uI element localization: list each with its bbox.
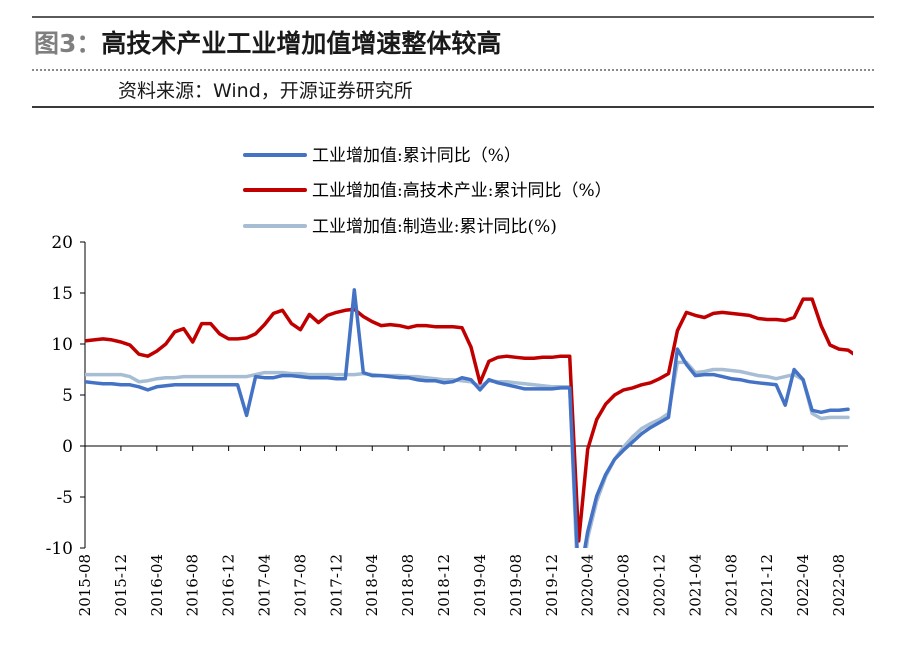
series-line-high-tech <box>85 297 853 543</box>
x-tick-label: 2021-08 <box>722 554 740 616</box>
x-tick-label: 2021-04 <box>686 554 704 616</box>
y-tick-label: -5 <box>56 488 73 508</box>
x-tick-label: 2017-08 <box>291 554 309 616</box>
figure-title-text: 高技术产业工业增加值增速整体较高 <box>101 29 502 58</box>
x-tick-label: 2016-04 <box>148 554 166 616</box>
x-tick-label: 2022-08 <box>830 554 848 616</box>
dotted-divider <box>32 69 874 71</box>
x-tick-label: 2019-08 <box>507 554 525 616</box>
y-tick-label: 5 <box>62 386 73 406</box>
figure-title: 图3：高技术产业工业增加值增速整体较高 <box>34 24 501 60</box>
x-tick-label: 2021-12 <box>758 554 776 616</box>
legend-item-high-tech-label: 工业增加值:高技术产业:累计同比（%） <box>312 181 612 201</box>
x-tick-label: 2022-04 <box>794 554 812 616</box>
y-tick-label: 15 <box>51 284 73 304</box>
source-note: 资料来源：Wind，开源证券研究所 <box>118 80 413 102</box>
figure-number: 图3： <box>34 29 102 58</box>
x-tick-label: 2016-12 <box>220 554 238 616</box>
x-tick-label: 2015-12 <box>112 554 130 616</box>
legend-item-industrial-label: 工业增加值:累计同比（%） <box>312 146 521 166</box>
x-tick-label: 2015-08 <box>76 554 94 616</box>
legend-item-manufacturing-label: 工业增加值:制造业:累计同比(%) <box>312 217 557 237</box>
y-tick-label: -10 <box>46 539 73 559</box>
x-tick-label: 2020-08 <box>615 554 633 616</box>
x-tick-label: 2020-04 <box>579 554 597 616</box>
x-tick-label: 2019-04 <box>471 554 489 616</box>
series-line-industrial <box>85 288 850 548</box>
y-tick-label: 10 <box>51 335 73 355</box>
y-tick-label: 20 <box>51 233 73 253</box>
series-line-manufacturing <box>85 360 850 548</box>
x-tick-label: 2018-08 <box>399 554 417 616</box>
x-tick-label: 2018-12 <box>435 554 453 616</box>
x-tick-label: 2017-04 <box>256 554 274 616</box>
y-tick-label: 0 <box>62 437 73 457</box>
x-tick-label: 2017-12 <box>327 554 345 616</box>
bottom-rule <box>32 106 874 108</box>
x-tick-label: 2020-12 <box>650 554 668 616</box>
x-tick-label: 2019-12 <box>543 554 561 616</box>
top-rule <box>32 16 874 18</box>
x-tick-label: 2018-04 <box>363 554 381 616</box>
x-tick-label: 2016-08 <box>184 554 202 616</box>
